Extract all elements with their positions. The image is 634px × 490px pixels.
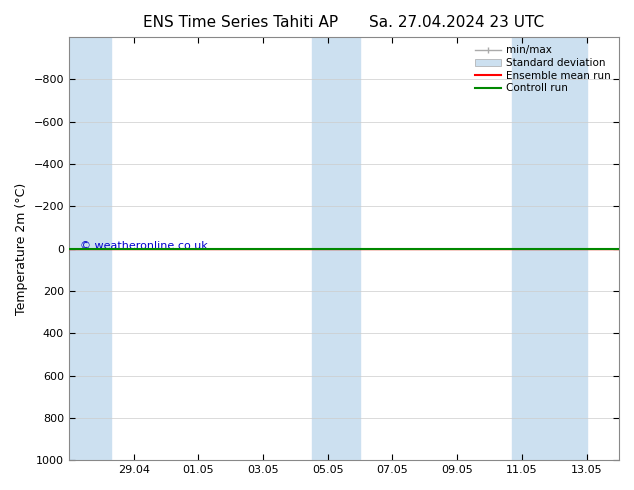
Bar	[69, 37, 111, 460]
Text: ENS Time Series Tahiti AP: ENS Time Series Tahiti AP	[143, 15, 339, 30]
Y-axis label: Temperature 2m (°C): Temperature 2m (°C)	[15, 182, 28, 315]
Text: Sa. 27.04.2024 23 UTC: Sa. 27.04.2024 23 UTC	[369, 15, 544, 30]
Bar	[311, 37, 360, 460]
Bar	[512, 37, 586, 460]
Text: © weatheronline.co.uk: © weatheronline.co.uk	[80, 242, 208, 251]
Legend: min/max, Standard deviation, Ensemble mean run, Controll run: min/max, Standard deviation, Ensemble me…	[472, 42, 614, 97]
